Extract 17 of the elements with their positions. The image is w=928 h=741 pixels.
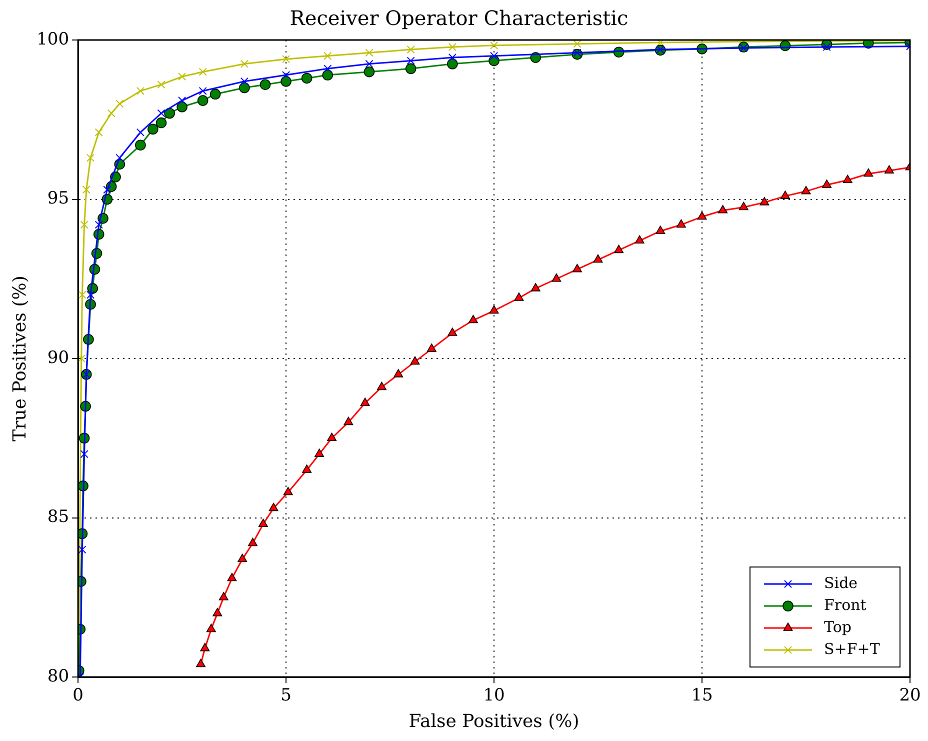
y-tick-label: 80	[47, 666, 70, 686]
x-tick-label: 0	[72, 686, 84, 706]
x-axis-title: False Positives (%)	[408, 710, 580, 732]
x-tick-label: 10	[483, 686, 505, 706]
y-tick-label: 85	[47, 507, 70, 528]
legend-label: Front	[824, 596, 866, 614]
y-tick-label: 90	[47, 348, 70, 368]
x-tick-label: 5	[280, 686, 292, 706]
chart-title: Receiver Operator Characteristic	[290, 6, 628, 30]
y-axis-title: True Positives (%)	[9, 276, 30, 442]
y-tick-label: 95	[47, 188, 70, 209]
x-tick-label: 15	[691, 686, 713, 706]
legend-label: S+F+T	[824, 640, 880, 658]
x-tick-label: 20	[899, 686, 921, 706]
legend-label: Top	[824, 618, 852, 636]
y-tick-label: 100	[36, 29, 70, 50]
legend-label: Side	[824, 574, 858, 592]
